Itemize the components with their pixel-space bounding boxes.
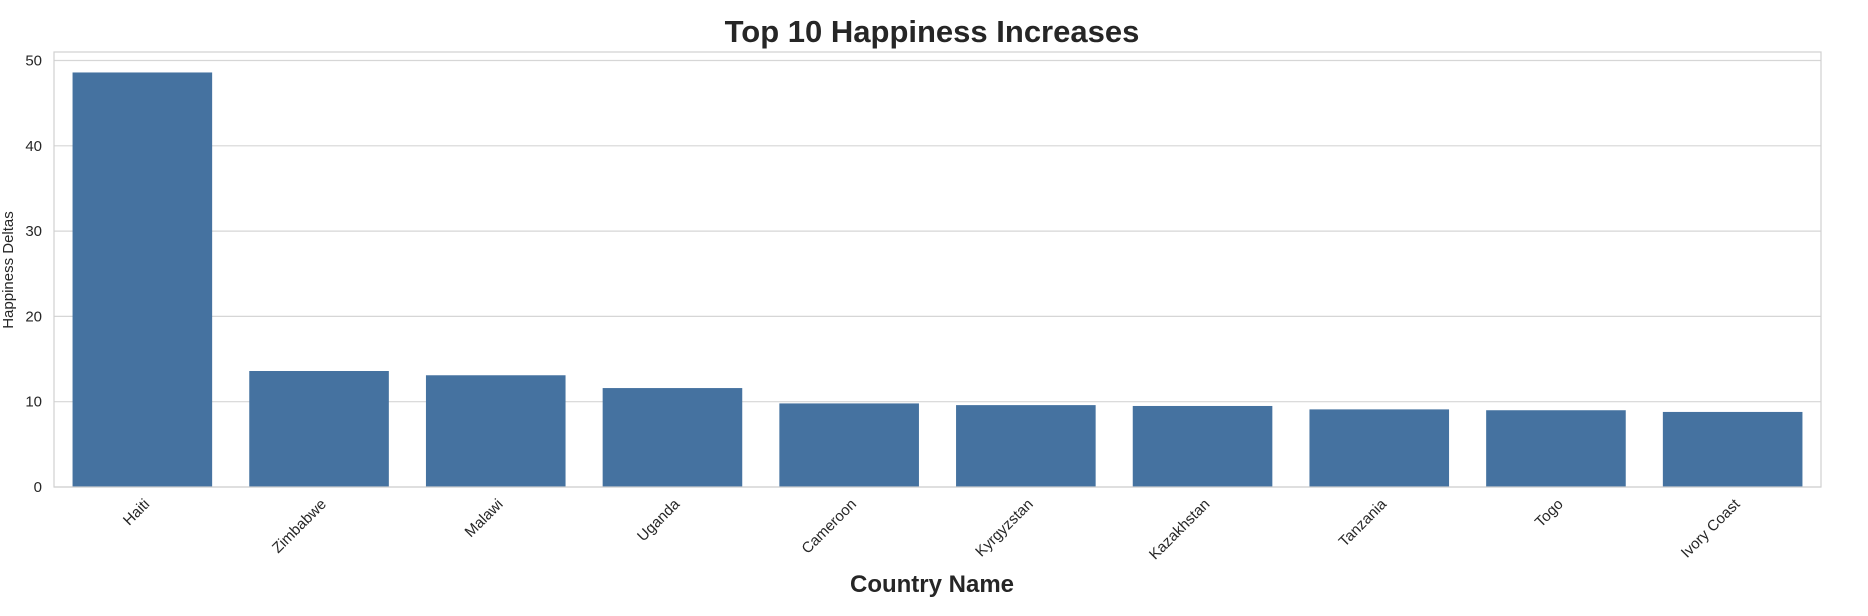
y-tick-label: 20 <box>25 308 42 325</box>
bar-ivory-coast <box>1662 411 1803 487</box>
x-tick-label: Kazakhstan <box>1146 496 1213 563</box>
y-tick-label: 50 <box>25 53 42 70</box>
x-tick-label: Cameroon <box>798 496 860 558</box>
bar-zimbabwe <box>249 371 389 487</box>
bar-kazakhstan <box>1132 405 1273 487</box>
bar-uganda <box>602 388 743 487</box>
bar-haiti <box>72 72 213 488</box>
bar-cameroon <box>779 403 919 487</box>
x-tick-label: Togo <box>1532 496 1567 531</box>
x-axis-ticks: Haiti Zimbabwe Malawi Uganda Cameroon Kyrgyzs… <box>120 495 1744 563</box>
y-axis-label: Happiness Deltas <box>0 211 17 329</box>
y-tick-label: 40 <box>25 138 42 155</box>
plot-frame <box>53 51 1822 488</box>
y-axis-ticks: 0 10 20 30 40 50 <box>25 53 42 496</box>
x-tick-label: Malawi <box>462 496 507 541</box>
bar-malawi <box>425 375 566 487</box>
x-tick-label: Uganda <box>634 495 684 545</box>
y-tick-label: 30 <box>25 223 42 240</box>
y-tick-label: 10 <box>25 394 42 411</box>
x-tick-label: Zimbabwe <box>269 496 330 557</box>
bars <box>72 72 1803 488</box>
x-tick-label: Tanzania <box>1336 495 1391 550</box>
x-axis-label: Country Name <box>850 571 1014 598</box>
x-tick-label: Haiti <box>120 496 153 529</box>
bar-togo <box>1486 410 1626 487</box>
chart-title: Top 10 Happiness Increases <box>725 14 1140 49</box>
bar-kyrgyzstan <box>956 405 1096 487</box>
y-tick-label: 0 <box>34 479 42 496</box>
x-tick-label: Kyrgyzstan <box>972 496 1036 560</box>
x-tick-label: Ivory Coast <box>1678 495 1744 561</box>
bar-tanzania <box>1309 409 1450 487</box>
